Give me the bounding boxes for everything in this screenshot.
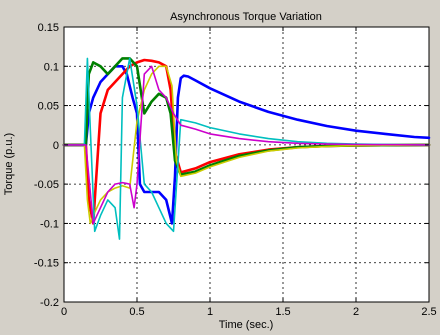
y-tick-label: -0.1 <box>40 218 59 230</box>
y-tick-label: -0.15 <box>34 258 59 270</box>
y-tick-label: -0.05 <box>34 179 59 191</box>
x-tick-label: 1.5 <box>275 306 290 318</box>
y-tick-label: 0.1 <box>44 61 59 73</box>
y-tick-label: -0.2 <box>40 297 59 309</box>
y-tick-label: 0.15 <box>38 22 59 34</box>
chart-title: Asynchronous Torque Variation <box>170 11 322 23</box>
y-axis-label: Torque (p.u.) <box>3 133 15 195</box>
x-tick-label: 2.5 <box>421 306 436 318</box>
x-tick-label: 0.5 <box>129 306 144 318</box>
y-tick-label: 0.05 <box>38 101 59 113</box>
x-tick-label: 0 <box>61 306 67 318</box>
x-axis-label: Time (sec.) <box>219 319 274 331</box>
ticks: 0 0.5 1 1.5 2 2.5 -0.2 -0.15 -0.1 -0.05 0 0.05 0.1 0.… <box>34 22 437 318</box>
series-line-6 <box>63 65 430 225</box>
series-layer <box>62 57 431 240</box>
x-tick-label: 2 <box>353 306 359 318</box>
x-tick-label: 1 <box>207 306 213 318</box>
series-line-5 <box>63 57 430 240</box>
plot-area <box>63 26 430 303</box>
y-tick-label: 0 <box>53 140 59 152</box>
